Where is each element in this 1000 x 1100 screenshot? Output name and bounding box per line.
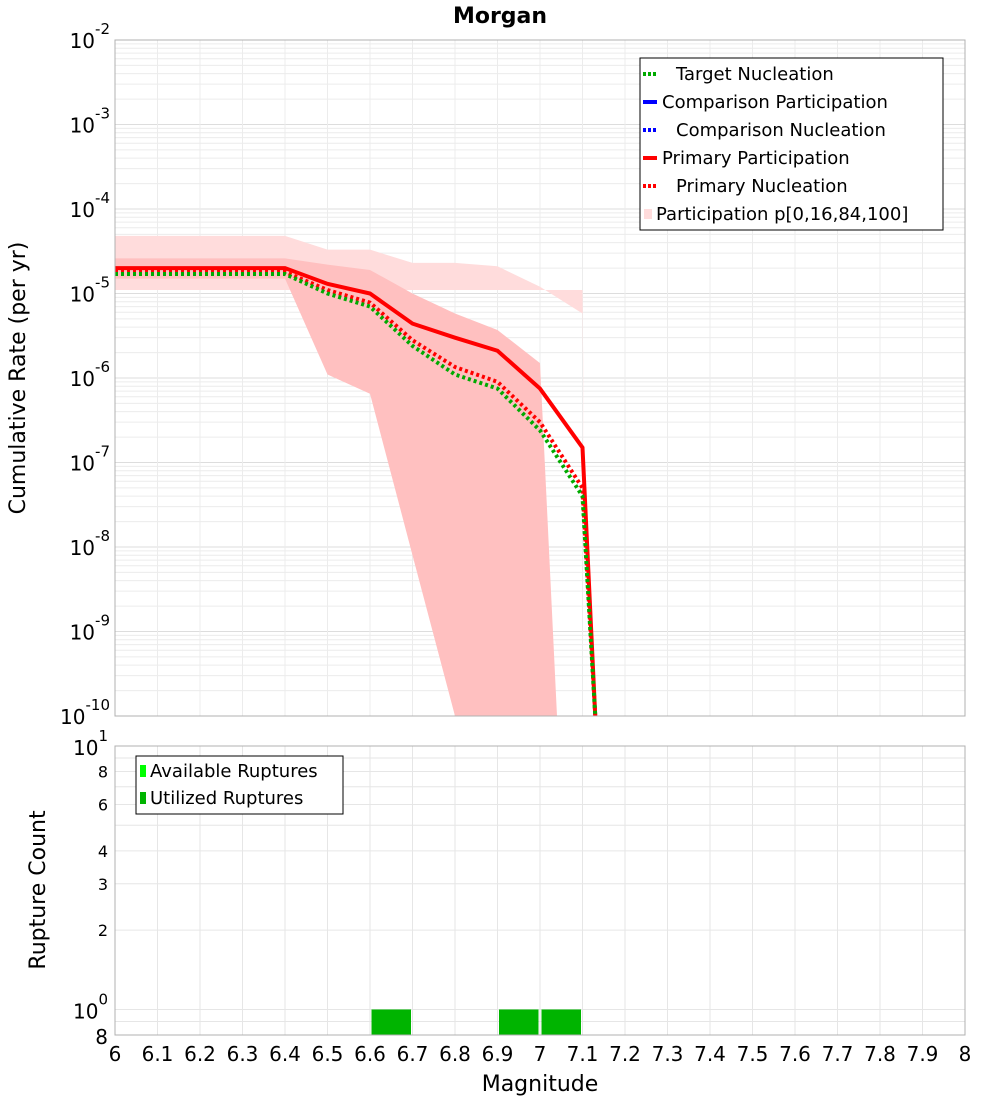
top-y-axis-label: Cumulative Rate (per yr) bbox=[6, 242, 31, 515]
percentile-band bbox=[115, 258, 557, 716]
x-tick-label: 7.8 bbox=[864, 1042, 896, 1066]
bottom-y-axis-label: Rupture Count bbox=[26, 810, 51, 970]
y-tick-label: 100 bbox=[73, 990, 108, 1023]
y-tick-label: 8 bbox=[95, 1025, 108, 1049]
y-tick-label: 10-9 bbox=[70, 612, 110, 645]
y-tick-label: 6 bbox=[98, 795, 108, 814]
legend-swatch bbox=[140, 792, 146, 804]
top-lines bbox=[115, 266, 598, 717]
y-tick-label: 101 bbox=[73, 727, 108, 760]
series-line bbox=[115, 266, 598, 717]
x-tick-label: 7.3 bbox=[652, 1042, 684, 1066]
y-tick-label: 10-10 bbox=[60, 696, 110, 729]
x-tick-label: 7.9 bbox=[907, 1042, 939, 1066]
legend-label: Participation p[0,16,84,100] bbox=[656, 204, 908, 225]
x-axis-label: Magnitude bbox=[482, 1072, 599, 1097]
top-bands bbox=[115, 235, 587, 716]
y-tick-label: 10-2 bbox=[70, 20, 110, 53]
legend-label: Utilized Ruptures bbox=[150, 788, 303, 809]
chart-title: Morgan bbox=[453, 4, 547, 29]
bottom-legend: Available Ruptures Utilized Ruptures bbox=[135, 755, 344, 815]
rupture-bar bbox=[499, 1009, 539, 1035]
legend-label: Primary Participation bbox=[662, 148, 850, 169]
x-tick-label: 6.9 bbox=[482, 1042, 514, 1066]
series-line bbox=[115, 272, 598, 717]
legend-label: Available Ruptures bbox=[150, 761, 318, 782]
x-tick-label: 6.3 bbox=[227, 1042, 259, 1066]
bottom-plot-frame bbox=[114, 745, 966, 1036]
legend-label: Primary Nucleation bbox=[676, 176, 848, 197]
x-tick-label: 7.6 bbox=[779, 1042, 811, 1066]
series-line bbox=[115, 269, 598, 717]
y-tick-label: 10-5 bbox=[70, 274, 110, 307]
x-tick-labels: 6 6.1 6.2 6.3 6.4 6.5 6.6 6.7 6.8 6.9 7 7.1 7.2 7.3 7.… bbox=[109, 1042, 972, 1066]
x-tick-label: 8 bbox=[959, 1042, 972, 1066]
x-tick-label: 6.7 bbox=[397, 1042, 429, 1066]
top-y-tick-labels: 10-2 10-3 10-4 10-5 10-6 10-7 10-8 10-9 10-10 bbox=[60, 20, 110, 729]
x-tick-label: 6.2 bbox=[184, 1042, 216, 1066]
y-tick-label: 8 bbox=[98, 763, 108, 782]
x-tick-label: 6.6 bbox=[354, 1042, 386, 1066]
top-legend-box bbox=[639, 57, 944, 231]
x-tick-label: 6.5 bbox=[312, 1042, 344, 1066]
top-legend: Target Nucleation Comparison Participatio… bbox=[639, 57, 944, 231]
bottom-legend-box bbox=[135, 755, 344, 815]
y-tick-label: 10-6 bbox=[70, 358, 110, 391]
x-tick-label: 6.1 bbox=[142, 1042, 174, 1066]
y-tick-label: 10-8 bbox=[70, 527, 110, 560]
x-tick-label: 7.2 bbox=[609, 1042, 641, 1066]
y-tick-label: 10-3 bbox=[70, 105, 110, 138]
x-tick-label: 7.5 bbox=[737, 1042, 769, 1066]
x-tick-label: 7.7 bbox=[822, 1042, 854, 1066]
y-tick-label: 2 bbox=[98, 921, 108, 940]
legend-label: Target Nucleation bbox=[675, 64, 834, 85]
x-tick-label: 7 bbox=[534, 1042, 547, 1066]
x-tick-label: 6.8 bbox=[439, 1042, 471, 1066]
y-tick-label: 3 bbox=[98, 875, 108, 894]
y-tick-label: 10-7 bbox=[70, 443, 110, 476]
x-tick-label: 7.1 bbox=[567, 1042, 599, 1066]
legend-label: Comparison Nucleation bbox=[676, 120, 886, 141]
top-plot-panel: 10-2 10-3 10-4 10-5 10-6 10-7 10-8 10-9 10-10 Cu… bbox=[6, 20, 966, 729]
legend-label: Comparison Participation bbox=[662, 92, 888, 113]
rupture-bar bbox=[371, 1009, 411, 1035]
y-tick-label: 10-4 bbox=[70, 189, 110, 222]
x-tick-label: 6.4 bbox=[269, 1042, 301, 1066]
legend-swatch bbox=[140, 765, 146, 777]
rupture-bar bbox=[541, 1009, 581, 1035]
y-tick-label: 4 bbox=[98, 842, 108, 861]
legend-swatch bbox=[644, 209, 652, 219]
x-tick-label: 6 bbox=[109, 1042, 122, 1066]
percentile-band bbox=[115, 235, 587, 716]
bottom-bars bbox=[371, 1009, 581, 1035]
x-tick-label: 7.4 bbox=[694, 1042, 726, 1066]
top-plot-frame bbox=[114, 39, 966, 717]
